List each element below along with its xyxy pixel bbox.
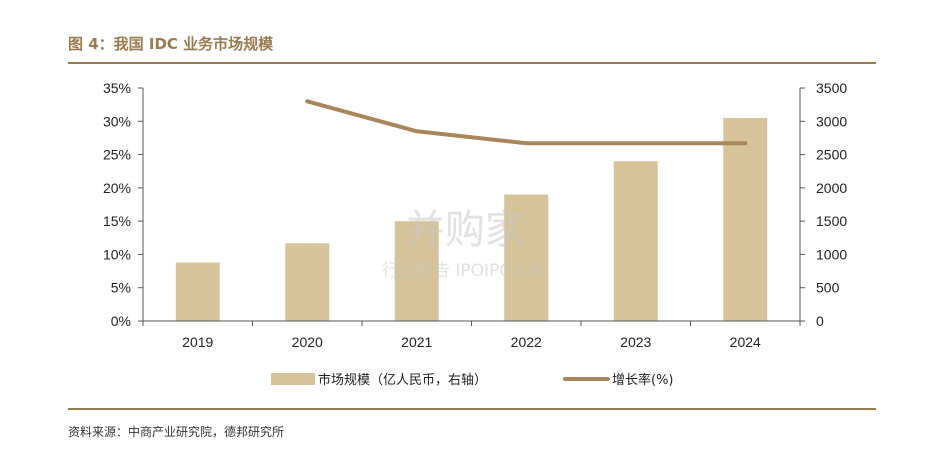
x-tick-label-2020: 2020 — [292, 334, 323, 350]
bar-2024 — [723, 117, 768, 321]
left-tick-label: 20% — [103, 180, 131, 196]
right-tick-label: 3000 — [816, 113, 847, 129]
left-tick-label: 5% — [111, 280, 131, 296]
chart-title: 图 4：我国 IDC 业务市场规模 — [68, 35, 274, 53]
left-tick-label: 10% — [103, 246, 131, 262]
bar-2019 — [175, 262, 220, 321]
legend-label-line: 增长率(%) — [612, 372, 674, 388]
right-tick-label: 1500 — [816, 213, 847, 229]
x-tick-label-2021: 2021 — [401, 334, 432, 350]
right-tick-label: 0 — [816, 313, 824, 329]
watermark-sub: 行业报告 IPOIPO.CN — [382, 261, 542, 281]
right-tick-label: 2000 — [816, 180, 847, 196]
left-tick-label: 25% — [103, 147, 131, 163]
bottom-divider — [68, 408, 876, 410]
bar-2023 — [613, 161, 658, 321]
growth-rate-line — [305, 99, 748, 146]
left-tick-label: 0% — [111, 313, 131, 329]
line-group — [305, 99, 748, 146]
legend-group: 市场规模（亿人民币，右轴） 增长率(%) — [271, 372, 674, 388]
left-tick-label: 30% — [103, 113, 131, 129]
axes-group: 0% 5% 10% 15% 20% 25% 30% 35% 0 500 1000 1500 2000 25… — [103, 80, 847, 350]
bar-2022 — [504, 194, 549, 321]
watermark-main: 并购家 — [405, 207, 525, 253]
watermark: 并购家 行业报告 IPOIPO.CN — [382, 207, 542, 281]
bar-2020 — [285, 243, 330, 321]
right-tick-label: 3500 — [816, 80, 847, 96]
left-tick-label: 15% — [103, 213, 131, 229]
bar-2021 — [394, 221, 439, 321]
legend-label-bar: 市场规模（亿人民币，右轴） — [318, 372, 487, 388]
x-tick-label-2019: 2019 — [182, 334, 213, 350]
right-tick-label: 2500 — [816, 147, 847, 163]
x-tick-label-2024: 2024 — [730, 334, 761, 350]
right-tick-label: 500 — [816, 280, 840, 296]
x-tick-label-2022: 2022 — [511, 334, 542, 350]
legend-swatch-bar — [271, 373, 315, 385]
top-divider — [68, 62, 876, 64]
bar-group — [175, 117, 768, 321]
x-tick-label-2023: 2023 — [620, 334, 651, 350]
left-tick-label: 35% — [103, 80, 131, 96]
right-tick-label: 1000 — [816, 246, 847, 262]
source-note: 资料来源：中商产业研究院，德邦研究所 — [68, 425, 285, 439]
